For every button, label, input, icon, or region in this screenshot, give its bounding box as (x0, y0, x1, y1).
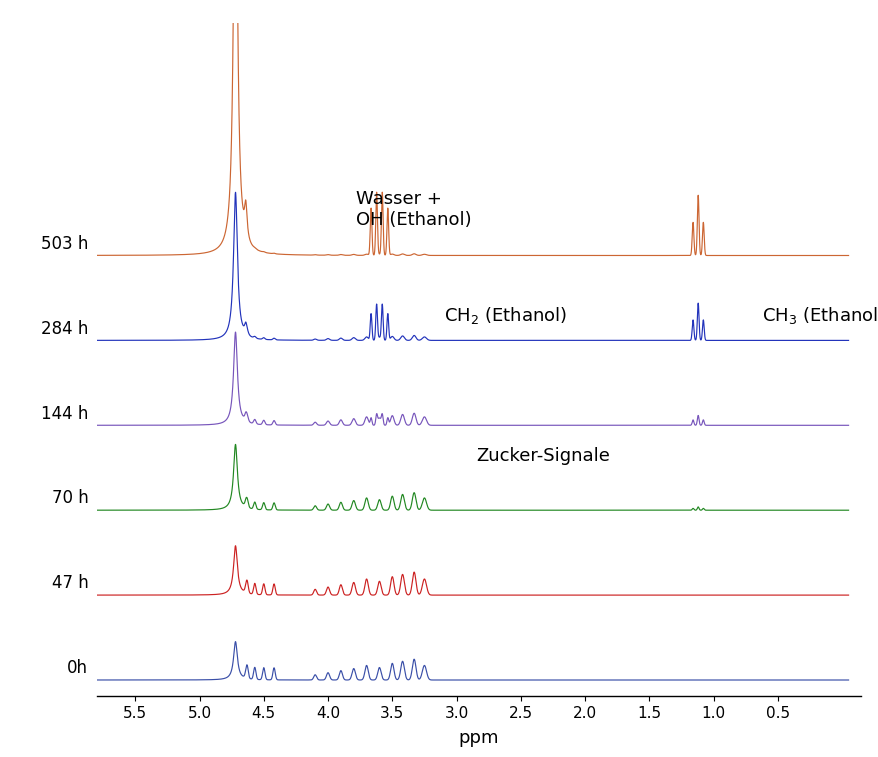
X-axis label: ppm: ppm (458, 730, 499, 747)
Text: 70 h: 70 h (52, 490, 89, 507)
Text: Zucker-Signale: Zucker-Signale (475, 447, 609, 466)
Text: 0h: 0h (68, 659, 89, 678)
Text: Wasser +
OH (Ethanol): Wasser + OH (Ethanol) (356, 190, 471, 229)
Text: CH$_2$ (Ethanol): CH$_2$ (Ethanol) (443, 305, 566, 326)
Text: 284 h: 284 h (41, 319, 89, 338)
Text: 144 h: 144 h (41, 404, 89, 422)
Text: 503 h: 503 h (41, 235, 89, 253)
Text: CH$_3$ (Ethanol): CH$_3$ (Ethanol) (761, 305, 878, 326)
Text: 47 h: 47 h (52, 575, 89, 592)
